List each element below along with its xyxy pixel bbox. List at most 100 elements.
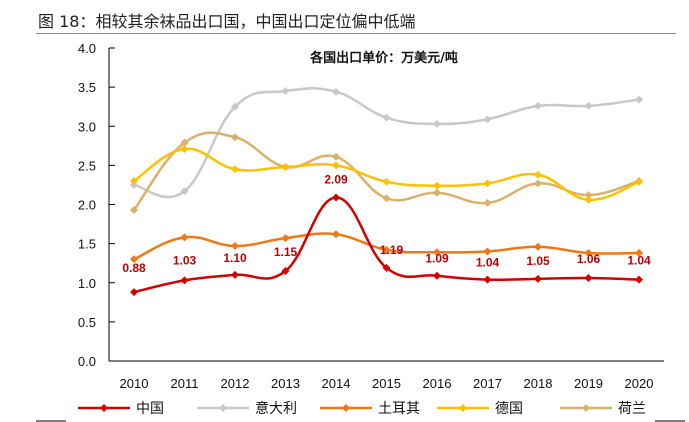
data-label: 1.03 [173,253,197,267]
data-point [433,181,441,190]
legend-label: 中国 [136,401,164,417]
y-tick-label: 4.0 [78,41,96,56]
title-divider [36,33,676,34]
data-point [584,195,593,204]
figure-title: 图 18：相较其余袜品出口国，中国出口定位偏中低端 [38,12,416,31]
data-point [231,165,239,174]
chart-title: 各国出口单价：万美元/吨 [309,50,458,66]
data-point [584,101,593,110]
data-label: 1.04 [476,256,500,270]
y-tick-label: 2.0 [78,198,96,213]
x-tick-label: 2017 [473,376,502,391]
data-label: 1.05 [526,254,550,268]
data-point [534,274,542,283]
x-tick-label: 2020 [625,376,654,391]
data-label: 1.04 [627,254,651,268]
data-point [180,138,189,147]
legend-label: 荷兰 [618,401,646,417]
legend-label: 意大利 [255,400,297,417]
series-line-1 [133,87,640,199]
data-point [534,179,542,188]
data-point [130,288,138,297]
data-point [281,267,290,276]
data-label: 0.88 [122,261,146,275]
data-point [332,230,340,239]
data-point [332,161,340,170]
data-point [130,205,138,214]
y-tick-label: 0.5 [78,315,96,330]
x-tick-label: 2014 [322,376,351,391]
data-point [433,119,441,128]
y-tick-label: 1.5 [78,237,96,252]
data-point [130,255,138,264]
data-point [332,152,340,161]
data-point [382,245,391,254]
series-line-4 [132,131,640,211]
x-tick-label: 2013 [271,376,300,391]
data-point [534,101,542,110]
data-point [433,248,441,257]
data-point [180,187,189,196]
data-point [180,144,189,153]
x-tick-label: 2018 [524,376,553,391]
data-point [382,194,391,203]
data-point [180,276,189,285]
data-point [231,270,239,279]
data-point [635,177,643,186]
data-point [281,234,290,243]
data-label: 1.06 [577,252,601,266]
data-label: 2.09 [324,172,348,186]
data-point [635,275,643,284]
data-point [483,179,492,188]
legend-marker [582,404,590,412]
data-point [231,133,239,142]
data-point [433,271,441,280]
series-line-3 [133,147,640,202]
data-point [382,177,391,186]
data-label: 1.10 [223,251,247,265]
data-point [534,170,542,179]
legend-marker [100,404,108,412]
x-tick-label: 2019 [574,376,603,391]
legend-label: 土耳其 [378,401,420,417]
x-tick-label: 2011 [171,376,199,391]
y-tick-label: 3.5 [78,80,96,95]
data-point [231,241,239,250]
data-point [584,249,593,258]
data-point [584,274,593,283]
data-label: 1.09 [425,252,449,266]
data-point [281,87,290,96]
legend-label: 德国 [495,401,523,417]
data-label: 1.15 [274,245,298,259]
data-point [483,275,492,284]
x-tick-label: 2010 [120,376,149,391]
data-point [180,233,189,242]
x-tick-label: 2012 [221,376,250,391]
y-tick-label: 3.0 [78,119,96,134]
data-point [382,263,391,272]
data-point [281,162,290,171]
data-point [332,87,340,96]
data-point [483,247,492,256]
y-tick-label: 0.0 [78,354,96,369]
y-tick-label: 1.0 [78,276,96,291]
x-tick-label: 2015 [372,376,401,391]
data-label: 1.19 [380,243,404,257]
data-point [483,115,492,124]
data-point [635,249,643,258]
data-point [382,113,391,122]
legend-marker [342,404,350,412]
series-line-0 [133,196,640,294]
data-point [584,191,593,200]
x-tick-label: 2016 [423,376,452,391]
legend-marker [459,404,467,412]
data-point [130,177,138,186]
data-point [635,95,643,104]
data-point [534,242,542,251]
data-point [433,188,441,197]
data-point [332,193,340,202]
y-tick-label: 2.5 [78,158,96,173]
data-point [483,198,492,207]
